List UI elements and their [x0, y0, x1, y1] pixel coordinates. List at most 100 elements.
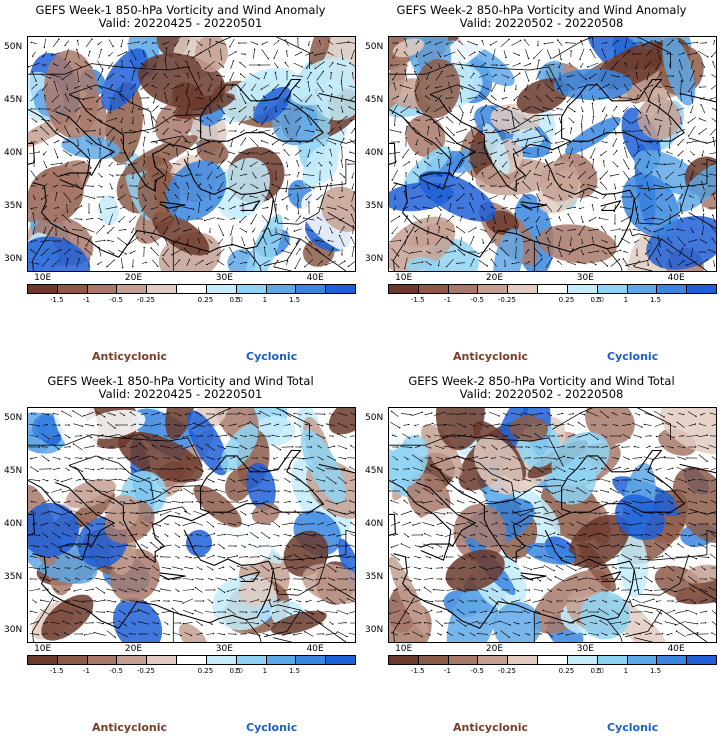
cyclonic-label: Cyclonic: [246, 350, 298, 363]
longitude-label: 10E: [395, 644, 413, 654]
cyclonic-label: Cyclonic: [246, 721, 298, 734]
latitude-label: 50N: [365, 412, 384, 423]
colorbar-swatch: [206, 285, 237, 293]
colorbar-swatch: [326, 656, 355, 664]
anticyclonic-label: Anticyclonic: [453, 721, 529, 734]
colorbar-swatch: [538, 285, 568, 293]
wind-vectors: [28, 410, 355, 639]
colorbar-unit: 10: [595, 667, 604, 675]
coastlines: [389, 449, 716, 629]
map-panel: GEFS Week-1 850-hPa Vorticity and Wind A…: [0, 0, 361, 371]
longitude-label: 30E: [215, 273, 233, 283]
colorbar-tick-label: 0.25: [197, 296, 214, 304]
colorbar-tick-label: -0.25: [497, 296, 516, 304]
longitude-label: 20E: [124, 644, 143, 654]
longitude-label: 20E: [485, 644, 504, 654]
colorbar-swatch: [448, 285, 479, 293]
vorticity-map: [27, 36, 356, 272]
panel-title: GEFS Week-2 850-hPa Vorticity and Wind A…: [396, 3, 687, 17]
colorbar-unit: 10: [234, 667, 243, 675]
map-panel: GEFS Week-1 850-hPa Vorticity and Wind T…: [0, 371, 361, 742]
colorbar-swatch: [87, 656, 118, 664]
longitude-label: 40E: [306, 644, 324, 654]
colorbar-tick-label: -1.5: [410, 667, 425, 675]
longitude-label: 10E: [34, 644, 52, 654]
colorbar-tick-label: -1: [443, 667, 451, 675]
colorbar-tick-label: -1.5: [49, 667, 64, 675]
colorbar-swatch: [177, 285, 207, 293]
colorbar-tick-label: -0.5: [470, 296, 485, 304]
colorbar-swatch: [389, 285, 419, 293]
colorbar-tick-label: 0.5: [590, 296, 602, 304]
colorbar-swatch: [147, 656, 178, 664]
latitude-label: 45N: [365, 465, 384, 476]
vorticity-map: [388, 407, 717, 643]
colorbar-swatch: [448, 656, 479, 664]
latitude-label: 30N: [4, 254, 23, 265]
country-borders: [389, 408, 716, 642]
latitude-label: 50N: [4, 412, 23, 423]
panel-valid-dates: Valid: 20220425 - 20220501: [98, 387, 263, 401]
anticyclonic-label: Anticyclonic: [92, 721, 168, 734]
vorticity-field: [389, 37, 716, 271]
colorbar-swatch: [206, 656, 237, 664]
colorbar-swatch: [687, 285, 716, 293]
colorbar-tick-label: 1.5: [649, 667, 662, 675]
latitude-label: 40N: [365, 148, 384, 158]
panel-title: GEFS Week-2 850-hPa Vorticity and Wind T…: [408, 374, 675, 388]
colorbar-swatch: [266, 285, 297, 293]
map-panel: GEFS Week-2 850-hPa Vorticity and Wind A…: [361, 0, 722, 371]
panel-title: GEFS Week-1 850-hPa Vorticity and Wind A…: [35, 3, 326, 17]
colorbar-unit: 10: [595, 296, 604, 304]
colorbar-swatch: [236, 285, 267, 293]
colorbar-swatch: [147, 285, 178, 293]
colorbar-unit: 10: [234, 296, 243, 304]
colorbar-swatch: [627, 656, 658, 664]
panel-valid-dates: Valid: 20220502 - 20220508: [459, 387, 624, 401]
colorbar-swatch: [657, 656, 688, 664]
colorbar-swatch: [657, 285, 688, 293]
colorbar-swatch: [57, 656, 88, 664]
colorbar-tick-label: 0.5: [229, 296, 241, 304]
colorbar-tick-label: -1.5: [410, 296, 425, 304]
country-borders: [28, 408, 355, 642]
colorbar-swatch: [567, 656, 598, 664]
colorbar-tick-label: 0.25: [558, 667, 575, 675]
latitude-label: 30N: [365, 254, 384, 265]
longitude-label: 40E: [306, 273, 324, 283]
latitude-label: 50N: [365, 41, 384, 52]
colorbar-swatch: [57, 285, 88, 293]
colorbar-swatch: [508, 656, 539, 664]
colorbar-swatch: [326, 285, 355, 293]
anticyclonic-label: Anticyclonic: [453, 350, 529, 363]
latitude-label: 50N: [4, 41, 23, 52]
colorbar: [388, 284, 717, 294]
longitude-label: 10E: [34, 273, 52, 283]
colorbar-tick-label: -0.5: [109, 667, 124, 675]
colorbar-tick-label: 0.5: [229, 667, 241, 675]
wind-vectors: [389, 410, 716, 639]
colorbar-swatch: [687, 656, 716, 664]
longitude-label: 30E: [576, 644, 594, 654]
panel-title: GEFS Week-1 850-hPa Vorticity and Wind T…: [47, 374, 314, 388]
colorbar-swatch: [418, 656, 449, 664]
colorbar-swatch: [627, 285, 658, 293]
colorbar-tick-label: 1.5: [649, 296, 662, 304]
colorbar-swatch: [266, 656, 297, 664]
latitude-label: 40N: [4, 519, 23, 529]
latitude-label: 30N: [365, 625, 384, 636]
latitude-label: 35N: [365, 201, 384, 212]
latitude-label: 40N: [365, 519, 384, 529]
latitude-label: 35N: [4, 201, 23, 212]
colorbar-swatch: [28, 285, 58, 293]
latitude-label: 45N: [365, 94, 384, 105]
colorbar-swatch: [597, 285, 628, 293]
colorbar-swatch: [567, 285, 598, 293]
colorbar-tick-label: -1: [82, 296, 90, 304]
colorbar-swatch: [418, 285, 449, 293]
coastlines: [389, 78, 716, 258]
colorbar-tick-label: -0.25: [136, 667, 155, 675]
colorbar: [27, 284, 356, 294]
vorticity-map: [388, 36, 717, 272]
colorbar-tick-label: -1: [443, 296, 451, 304]
